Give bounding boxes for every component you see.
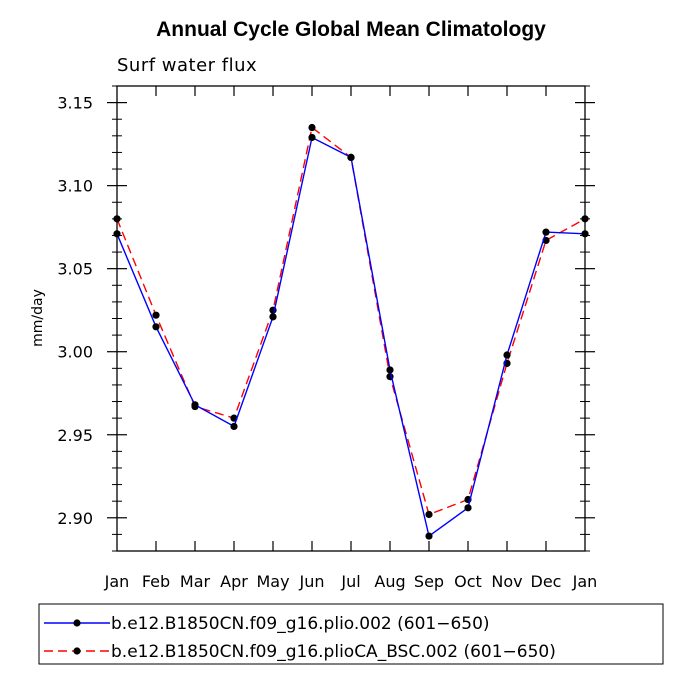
x-tick-label: Mar (180, 572, 211, 591)
data-point (152, 323, 160, 331)
y-tick-label: 3.00 (57, 343, 93, 362)
data-point (425, 510, 433, 519)
x-tick-label: Nov (491, 572, 522, 591)
y-tick-label: 2.95 (57, 426, 93, 445)
chart-title: Annual Cycle Global Mean Climatology (156, 18, 546, 41)
x-tick-label: Aug (374, 572, 405, 591)
y-tick-label: 3.15 (57, 94, 93, 113)
data-point (503, 351, 511, 359)
x-tick-label: Apr (220, 572, 248, 591)
legend-box (38, 603, 664, 665)
x-tick-label: Sep (414, 572, 444, 591)
data-point (347, 153, 355, 162)
data-point (230, 422, 238, 431)
axis-ticks: Jan Feb Mar Apr May Jun Jul Aug Sep Oct Nov Dec Jan 2… (57, 85, 598, 591)
data-point (191, 401, 199, 409)
legend-label: b.e12.B1850CN.f09_g16.plioCA_BSC.002 (60… (111, 642, 556, 662)
data-point (542, 228, 550, 236)
legend-item: b.e12.B1850CN.f09_g16.plio.002 (601−650) (44, 614, 490, 634)
data-point (464, 504, 472, 512)
x-tick-label: Jul (340, 572, 360, 591)
x-tick-label: Dec (531, 572, 562, 591)
series-1 (113, 133, 589, 540)
chart-subtitle: Surf water flux (117, 55, 257, 76)
plot-frame (116, 85, 586, 552)
x-tick-label: Jun (299, 572, 325, 591)
x-tick-label: Feb (142, 572, 170, 591)
data-point (269, 313, 277, 321)
y-axis-label: mm/day (30, 289, 46, 347)
series-line (116, 126, 586, 516)
legend: b.e12.B1850CN.f09_g16.plio.002 (601−650)… (38, 603, 664, 665)
y-tick-label: 3.05 (57, 260, 93, 279)
data-point (308, 123, 316, 132)
x-tick-label: Jan (572, 572, 598, 591)
x-tick-label: Jan (104, 572, 130, 591)
legend-label: b.e12.B1850CN.f09_g16.plio.002 (601−650) (111, 614, 490, 634)
legend-swatch-marker (73, 619, 81, 627)
legend-swatch-marker (73, 647, 81, 655)
data-point (425, 532, 433, 540)
x-tick-label: May (256, 572, 289, 591)
data-point (152, 311, 160, 319)
data-point (308, 133, 316, 142)
y-tick-label: 3.10 (57, 177, 93, 196)
y-tick-label: 2.90 (57, 509, 93, 528)
series-layer (113, 123, 589, 540)
data-point (386, 366, 394, 374)
legend-item: b.e12.B1850CN.f09_g16.plioCA_BSC.002 (60… (44, 642, 556, 662)
series-line (116, 136, 586, 538)
x-tick-label: Oct (454, 572, 482, 591)
